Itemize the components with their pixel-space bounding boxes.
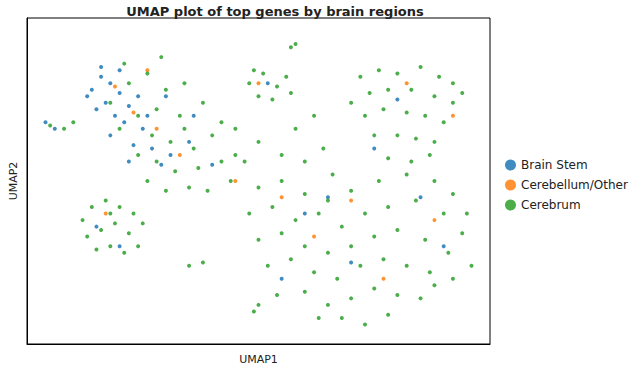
svg-text:Cerebellum/Other: Cerebellum/Other	[521, 178, 628, 192]
svg-text:Cerebrum: Cerebrum	[521, 198, 581, 212]
svg-text:Brain Stem: Brain Stem	[521, 158, 588, 172]
svg-text:UMAP2: UMAP2	[7, 162, 20, 201]
svg-text:UMAP1: UMAP1	[239, 353, 278, 366]
svg-text:UMAP plot of top genes by brai: UMAP plot of top genes by brain regions	[126, 4, 424, 19]
